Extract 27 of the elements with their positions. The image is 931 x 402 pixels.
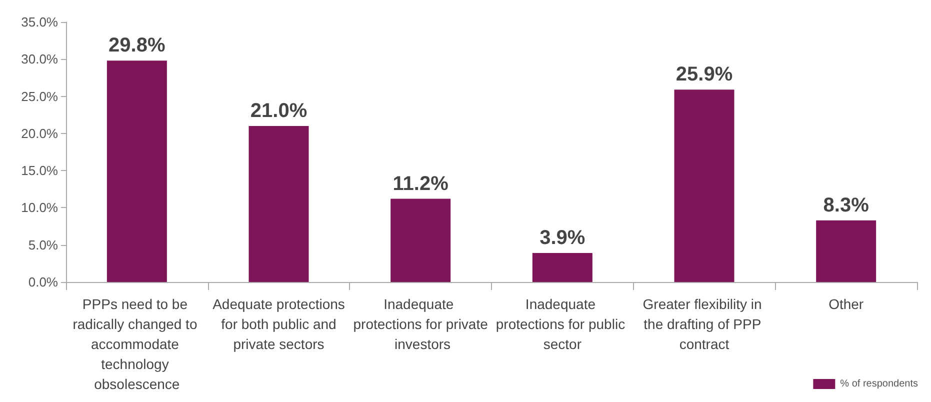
bar (106, 60, 167, 282)
y-tick-label: 30.0% (21, 52, 58, 67)
y-tick-label: 0.0% (28, 274, 58, 290)
data-label: 3.9% (540, 227, 586, 250)
data-label: 29.8% (108, 34, 166, 57)
bar (390, 198, 451, 282)
data-label: 21.0% (250, 100, 308, 122)
x-tick-label: Inadequate protections for private investors (353, 296, 488, 352)
legend-label: % of respondents (840, 378, 918, 390)
bar (674, 90, 734, 282)
data-label: 11.2% (392, 172, 449, 195)
bar (532, 253, 592, 282)
bar (248, 126, 309, 282)
x-tick-label: Greater flexibility in the drafting of PPP contract (642, 296, 766, 352)
x-tick-label: Inadequate protections for public sector (496, 296, 629, 352)
data-label: 25.9% (676, 64, 733, 86)
y-tick-label: 25.0% (21, 88, 58, 104)
y-tick-label: 5.0% (28, 237, 58, 252)
y-tick-label: 35.0% (21, 14, 58, 30)
x-tick-label: Other (828, 296, 864, 312)
y-tick-label: 15.0% (21, 163, 58, 178)
data-label: 8.3% (823, 194, 870, 216)
y-tick-label: 10.0% (21, 200, 58, 216)
y-tick-label: 20.0% (21, 126, 58, 141)
x-tick-label: PPPs need to be radically changed to accommodate technology obsolescence (72, 296, 202, 392)
x-tick-label: Adequate protections for both public and private sectors (212, 296, 345, 352)
bar (816, 220, 876, 282)
